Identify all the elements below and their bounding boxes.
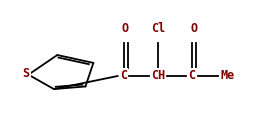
Text: C: C [120, 69, 127, 83]
Text: Cl: Cl [151, 22, 165, 35]
Text: CH: CH [151, 69, 165, 83]
Text: S: S [23, 67, 30, 80]
Text: Me: Me [220, 69, 235, 83]
Text: O: O [122, 22, 129, 35]
Text: C: C [188, 69, 196, 83]
Text: O: O [190, 22, 198, 35]
